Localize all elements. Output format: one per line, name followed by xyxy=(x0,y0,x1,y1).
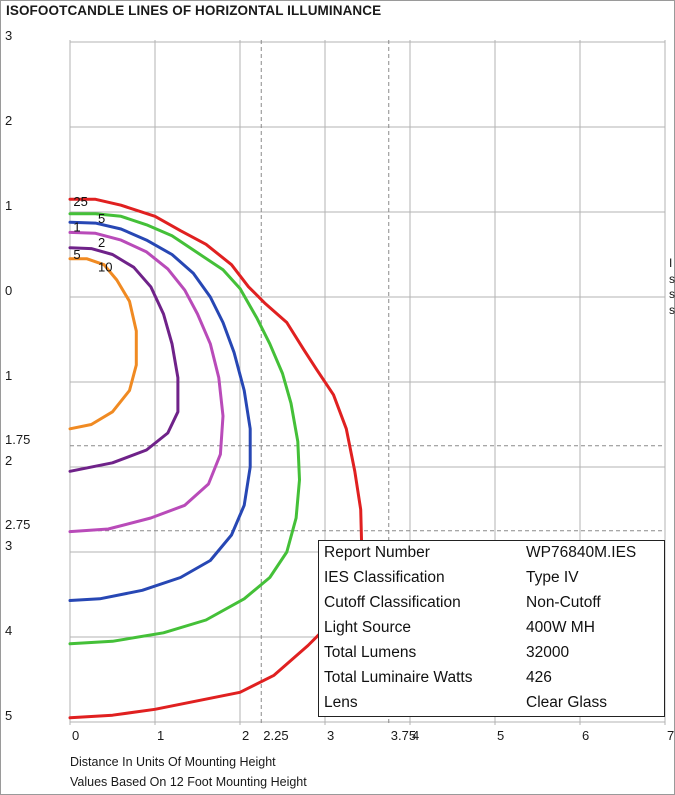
x-tick-label: 3 xyxy=(327,728,334,743)
y-tick-label: 2.75 xyxy=(5,517,30,532)
contour-label: 5 xyxy=(98,211,105,226)
info-table: Report Number WP76840M.IES IES Classificat… xyxy=(318,540,665,717)
x-tick-label: 4 xyxy=(412,728,419,743)
y-tick-label: 0 xyxy=(5,283,12,298)
info-value: Clear Glass xyxy=(526,694,607,711)
x-axis-caption: Distance In Units Of Mounting Height xyxy=(70,755,276,769)
mounting-height-note: Values Based On 12 Foot Mounting Height xyxy=(70,775,307,789)
contour-line-1 xyxy=(68,220,252,602)
chart-title: ISOFOOTCANDLE LINES OF HORIZONTAL ILLUMI… xyxy=(6,3,382,18)
x-tick-label: 0 xyxy=(72,728,79,743)
info-table-row: Cutoff Classification Non-Cutoff xyxy=(319,591,664,616)
y-tick-label: 2 xyxy=(5,113,12,128)
contour-label: 1 xyxy=(73,220,80,235)
info-label: IES Classification xyxy=(324,569,445,586)
info-table-row: Total Lumens 32000 xyxy=(319,641,664,666)
info-value: Type IV xyxy=(526,569,579,586)
y-tick-label: 1 xyxy=(5,368,12,383)
info-table-row: IES Classification Type IV xyxy=(319,566,664,591)
contour-line-25 xyxy=(68,197,364,720)
info-label: Light Source xyxy=(324,619,412,636)
y-tick-label: 5 xyxy=(5,708,12,723)
x-tick-label: 5 xyxy=(497,728,504,743)
y-tick-label: 1.75 xyxy=(5,432,30,447)
x-tick-label: 1 xyxy=(157,728,164,743)
y-tick-label: 3 xyxy=(5,28,12,43)
contour-label: 25 xyxy=(73,194,87,209)
contour-label: 10 xyxy=(98,260,112,275)
side-text-char: I xyxy=(669,256,673,270)
info-value: 426 xyxy=(526,669,552,686)
contour-line-10 xyxy=(68,257,138,431)
contour-label: 2 xyxy=(98,235,105,250)
contour-label: 5 xyxy=(73,247,80,262)
y-tick-label: 4 xyxy=(5,623,12,638)
contour-line-2 xyxy=(68,230,225,534)
info-value: 32000 xyxy=(526,644,570,661)
info-value: WP76840M.IES xyxy=(526,544,637,561)
x-tick-label: 3.75 xyxy=(391,728,416,743)
info-label: Report Number xyxy=(324,544,430,561)
info-table-row: Total Luminaire Watts 426 xyxy=(319,666,664,691)
contour-line-5 xyxy=(68,212,301,646)
y-tick-label: 2 xyxy=(5,453,12,468)
x-tick-label: 2 xyxy=(242,728,249,743)
info-label: Cutoff Classification xyxy=(324,594,461,611)
y-tick-label: 3 xyxy=(5,538,12,553)
x-tick-label: 7 xyxy=(667,728,674,743)
info-table-row: Report Number WP76840M.IES xyxy=(319,541,664,566)
x-tick-label: 2.25 xyxy=(263,728,288,743)
info-value: 400W MH xyxy=(526,619,595,636)
side-text-char: s xyxy=(669,271,675,286)
side-text-char: s xyxy=(669,302,675,317)
info-label: Total Lumens xyxy=(324,644,417,661)
info-value: Non-Cutoff xyxy=(526,594,601,611)
info-label: Lens xyxy=(324,694,358,711)
info-table-row: Light Source 400W MH xyxy=(319,616,664,641)
x-tick-label: 6 xyxy=(582,728,589,743)
info-label: Total Luminaire Watts xyxy=(324,669,473,686)
info-table-row: Lens Clear Glass xyxy=(319,691,664,716)
side-text-char: s xyxy=(669,287,675,301)
y-tick-label: 1 xyxy=(5,198,12,213)
contour-line-5 xyxy=(68,246,180,473)
